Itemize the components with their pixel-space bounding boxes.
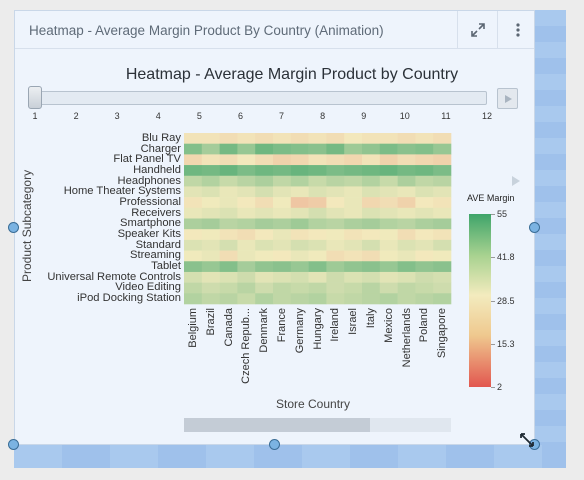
row-label: Home Theater Systems [63,185,181,198]
column-label: Denmark [258,308,271,353]
play-button[interactable] [497,88,518,109]
slider-tick-label: 8 [320,111,326,121]
row-label: Streaming [130,249,181,262]
slider-tick-label: 7 [279,111,285,121]
resize-diagonal-icon[interactable] [519,432,535,448]
row-label: Standard [135,238,181,251]
chart-title: Heatmap - Average Margin Product by Coun… [125,66,459,83]
row-label: Video Editing [115,281,181,294]
canvas-background-right [535,10,566,468]
slider-tick-label: 9 [361,111,367,121]
slider-tick-label: 4 [155,111,161,121]
row-label: Tablet [151,260,181,273]
column-label: Czech Repub... [240,308,253,384]
slider-tick-label: 12 [481,111,493,121]
resize-handle-bottom[interactable] [269,439,280,450]
legend-tick-label: 15.3 [497,338,515,349]
legend-tick-label: 41.8 [497,252,515,263]
column-label: France [275,308,288,343]
column-label: Belgium [186,308,199,348]
legend-tick [491,343,495,345]
row-label: Receivers [131,206,181,219]
column-label: Singapore [436,308,449,359]
legend-tick [491,387,495,388]
slider-tick-label: 5 [196,111,202,121]
row-label: iPod Docking Station [77,292,181,305]
column-label: Mexico [382,308,395,343]
column-label: Canada [222,308,235,347]
column-label: Brazil [204,308,217,336]
panel-title: Heatmap - Average Margin Product By Coun… [29,23,384,38]
resize-handle-left[interactable] [8,222,19,233]
legend-tick [491,300,495,302]
legend-tick [491,214,495,215]
legend-tick [491,257,495,259]
slider-tick-label: 2 [73,111,79,121]
column-label: Germany [293,308,306,354]
panel-header: Heatmap - Average Margin Product By Coun… [15,11,534,49]
legend-tick-label: 55 [497,209,508,219]
legend-title: AVE Margin [467,193,515,203]
row-label: Smartphone [120,217,181,230]
canvas-background-bottom [14,445,566,468]
row-label: Handheld [133,163,181,176]
legend-color-scale [469,214,491,387]
expand-button[interactable] [457,11,497,48]
slider-tick-label: 3 [114,111,120,121]
legend-tick-label: 2 [497,382,503,392]
slider-tick-label: 11 [441,111,451,121]
column-label: Italy [364,308,377,329]
column-label: Poland [418,308,431,343]
slider-tick-label: 10 [399,111,410,121]
row-label: Professional [119,195,181,208]
row-label: Flat Panel TV [113,153,181,166]
legend-expand-icon[interactable] [512,176,520,186]
row-label: Speaker Kits [117,228,181,241]
row-label: Universal Remote Controls [47,270,181,283]
expand-icon [470,22,485,37]
row-label: Blu Ray [141,131,181,144]
play-icon [504,94,512,103]
vertical-dots-icon [515,22,520,37]
row-label: Headphones [117,174,181,187]
slider-tick-label: 1 [32,111,38,121]
resize-handle-bottom-right[interactable] [529,439,540,450]
scrollbar-thumb[interactable] [184,418,370,432]
resize-handle-right[interactable] [529,222,540,233]
x-axis-title: Store Country [276,397,351,411]
row-label: Charger [140,142,181,155]
resize-handle-bottom-left[interactable] [8,439,19,450]
column-label: Ireland [329,308,342,342]
more-options-button[interactable] [497,11,537,48]
column-label: Netherlands [400,308,413,368]
column-label: Hungary [311,308,324,350]
legend-tick-label: 28.5 [497,295,515,306]
animation-slider-thumb[interactable] [28,86,42,109]
y-axis-title: Product Subcategory [20,169,34,282]
column-label: Israel [347,308,360,335]
slider-tick-label: 6 [237,111,243,121]
animation-slider-track[interactable] [31,91,487,105]
